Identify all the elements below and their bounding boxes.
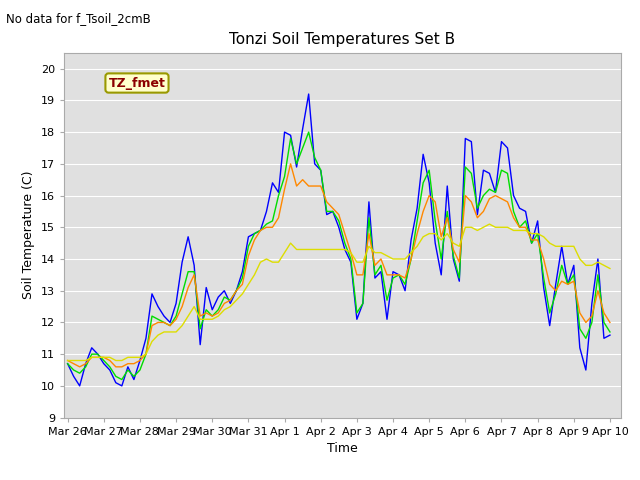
Y-axis label: Soil Temperature (C): Soil Temperature (C) — [22, 171, 35, 300]
Text: No data for f_Tsoil_2cmB: No data for f_Tsoil_2cmB — [6, 12, 151, 25]
Title: Tonzi Soil Temperatures Set B: Tonzi Soil Temperatures Set B — [229, 33, 456, 48]
Text: TZ_fmet: TZ_fmet — [109, 76, 165, 89]
X-axis label: Time: Time — [327, 442, 358, 455]
